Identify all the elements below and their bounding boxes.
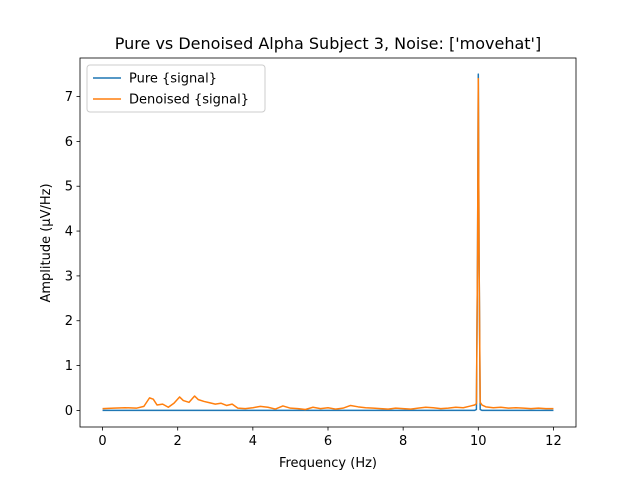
legend-label-1: Pure {signal}: [129, 72, 217, 87]
x-tick-label: 6: [324, 434, 332, 449]
series-line-1: [102, 73, 554, 412]
plot-area: [79, 57, 577, 428]
y-tick-label: 3: [65, 269, 73, 284]
axes-background: [80, 58, 576, 427]
y-axis-label: Amplitude (μV/Hz): [39, 183, 54, 302]
y-tick-label: 0: [65, 404, 73, 419]
x-tick-label: 10: [470, 434, 487, 449]
legend-box: [86, 64, 266, 113]
x-tick-label: 12: [545, 434, 562, 449]
x-tick-label: 2: [174, 434, 182, 449]
x-axis-label: Frequency (Hz): [279, 456, 377, 471]
y-axis-ticks: 0 1 2 3 4 5 6 7: [65, 90, 80, 419]
y-tick-label: 4: [65, 225, 73, 240]
y-tick-label: 5: [65, 180, 73, 195]
y-tick-label: 7: [65, 90, 73, 105]
legend-label-2: Denoised {signal}: [129, 93, 249, 108]
x-tick-label: 0: [98, 434, 106, 449]
legend: Pure {signal} Denoised {signal}: [86, 64, 266, 113]
y-tick-label: 1: [65, 359, 73, 374]
x-tick-label: 4: [249, 434, 257, 449]
x-tick-label: 8: [399, 434, 407, 449]
x-axis-ticks: 0 2 4 6 8 10 12: [98, 427, 562, 449]
chart-title: Pure vs Denoised Alpha Subject 3, Noise:…: [115, 34, 541, 53]
series-lines: [102, 73, 554, 412]
y-tick-label: 6: [65, 135, 73, 150]
series-line-2: [102, 77, 554, 411]
y-tick-label: 2: [65, 314, 73, 329]
